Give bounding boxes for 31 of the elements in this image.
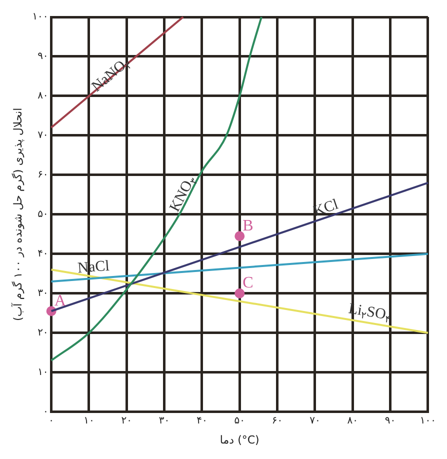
- text: KCl: [312, 196, 340, 220]
- y-tick-label: ۸۰: [38, 90, 48, 102]
- x-tick-label: ۲۰: [121, 415, 132, 426]
- y-tick-label: ۰: [42, 406, 48, 418]
- y-tick-label: ۱۰۰: [32, 12, 48, 23]
- x-tick-label: ۷۰: [310, 415, 320, 426]
- y-tick-label: ۲۰: [38, 327, 48, 338]
- y-tick-label: ۵۰: [38, 208, 48, 220]
- y-tick-label: ۴۰: [38, 248, 48, 260]
- data-label: C: [242, 274, 254, 292]
- point: [234, 231, 245, 242]
- x-axis-title: دما (°C): [220, 433, 260, 446]
- y-axis-title: انحلال پذیری (گرم حل شونده در ۱۰۰ گرم آب): [10, 108, 24, 321]
- x-tick-label: ۴۰: [196, 415, 208, 426]
- data-label: B: [242, 217, 254, 234]
- x-tick-label: ۶۰: [272, 415, 283, 426]
- x-tick-label: ۳۰: [158, 415, 170, 426]
- x-tick-label: ۹۰: [384, 415, 396, 426]
- y-tick-label: ۹۰: [38, 51, 48, 62]
- x-tick-label: ۸۰: [347, 415, 358, 426]
- point: [234, 288, 245, 298]
- y-tick-label: ۳۰: [38, 288, 48, 299]
- y-tick-label: ۶۰: [38, 170, 48, 181]
- series-label: NaCl: [77, 258, 110, 277]
- x-tick-label: ۵۰: [234, 415, 246, 426]
- line-series: [50, 16, 262, 362]
- y-tick-label: ۷۰: [38, 130, 48, 142]
- x-tick-label: ۱۰۰: [420, 415, 436, 426]
- y-tick-label: ۱۰: [38, 366, 48, 378]
- x-tick-label: ۱۰: [84, 415, 94, 426]
- data-label: A: [54, 292, 66, 310]
